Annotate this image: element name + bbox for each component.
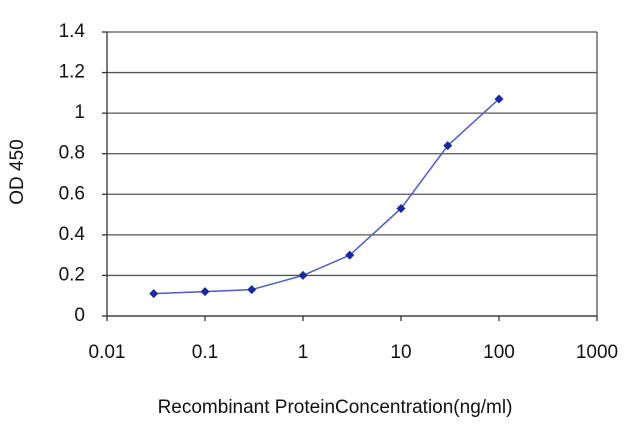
data-point (443, 141, 453, 151)
x-tick-label: 10 (390, 342, 411, 363)
y-tick-label: 0.6 (59, 183, 85, 204)
data-point (494, 94, 504, 104)
x-tick-label: 0.01 (89, 342, 126, 363)
data-point (396, 203, 406, 213)
x-tick-label: 0.1 (192, 342, 218, 363)
data-point (345, 250, 355, 260)
x-tick-label: 1 (298, 342, 309, 363)
data-line (153, 98, 500, 295)
data-point (149, 289, 159, 299)
y-tick-label: 0 (74, 305, 85, 326)
y-tick-label: 1.2 (59, 62, 85, 83)
y-tick-label: 0.2 (59, 264, 85, 285)
y-axis-label: OD 450 (7, 139, 28, 204)
data-point (247, 285, 257, 295)
data-point (200, 287, 210, 297)
x-tick-label: 1000 (576, 342, 618, 363)
x-axis-label: Recombinant ProteinConcentration(ng/ml) (158, 397, 513, 418)
y-tick-label: 0.4 (59, 224, 86, 245)
y-tick-label: 0.8 (59, 143, 85, 164)
y-tick-label: 1.4 (59, 21, 86, 42)
data-point (298, 270, 308, 280)
x-tick-label: 100 (483, 342, 515, 363)
y-tick-label: 1 (74, 102, 85, 123)
